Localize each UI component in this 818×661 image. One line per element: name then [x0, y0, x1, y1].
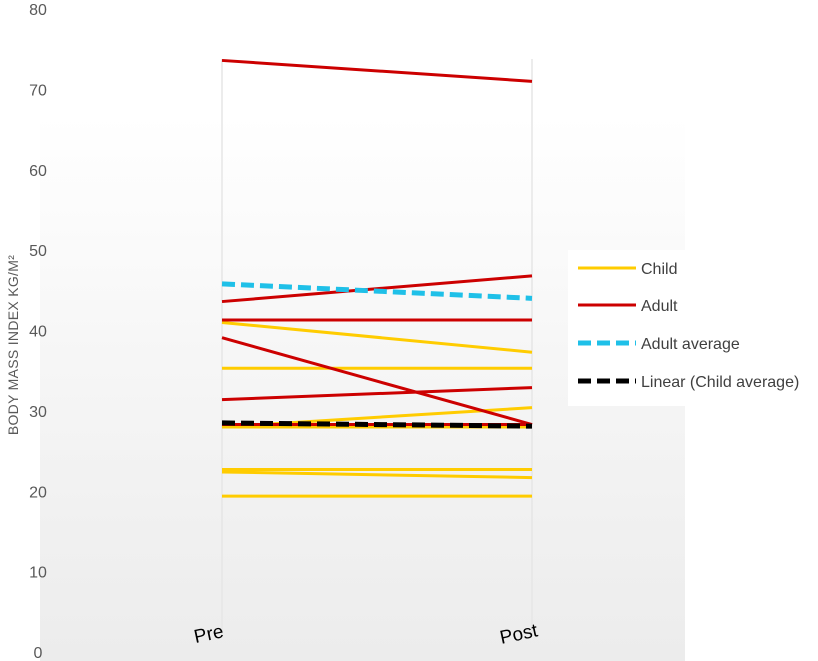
legend: Child Adult Adult average Linear (Child ave… [568, 250, 818, 406]
y-tick-label: 0 [34, 645, 43, 661]
y-tick-label: 80 [29, 2, 47, 19]
y-tick-label: 10 [29, 565, 47, 582]
y-tick-label: 70 [29, 82, 47, 99]
y-axis-label: BODY MASS INDEX KG/M² [5, 255, 21, 435]
legend-label: Linear (Child average) [641, 374, 799, 391]
child-average-series-line [221, 420, 533, 429]
category-lines [221, 59, 533, 634]
y-tick-label: 60 [29, 163, 47, 180]
adult-average-series-line [221, 281, 533, 301]
child-series-line [221, 320, 533, 354]
y-axis-ticks: 0 10 20 30 40 50 60 70 80 [29, 2, 47, 661]
adult-series-line [221, 58, 533, 83]
adult-series-line [221, 386, 533, 402]
y-tick-label: 20 [29, 484, 47, 501]
series-layer [221, 58, 533, 498]
legend-label: Adult average [641, 336, 740, 353]
legend-label: Adult [641, 298, 678, 315]
legend-label: Child [641, 261, 677, 278]
adult-series-line [221, 336, 533, 426]
child-series-line [221, 470, 533, 480]
y-tick-label: 30 [29, 404, 47, 421]
y-tick-label: 50 [29, 243, 47, 260]
y-tick-label: 40 [29, 324, 47, 341]
